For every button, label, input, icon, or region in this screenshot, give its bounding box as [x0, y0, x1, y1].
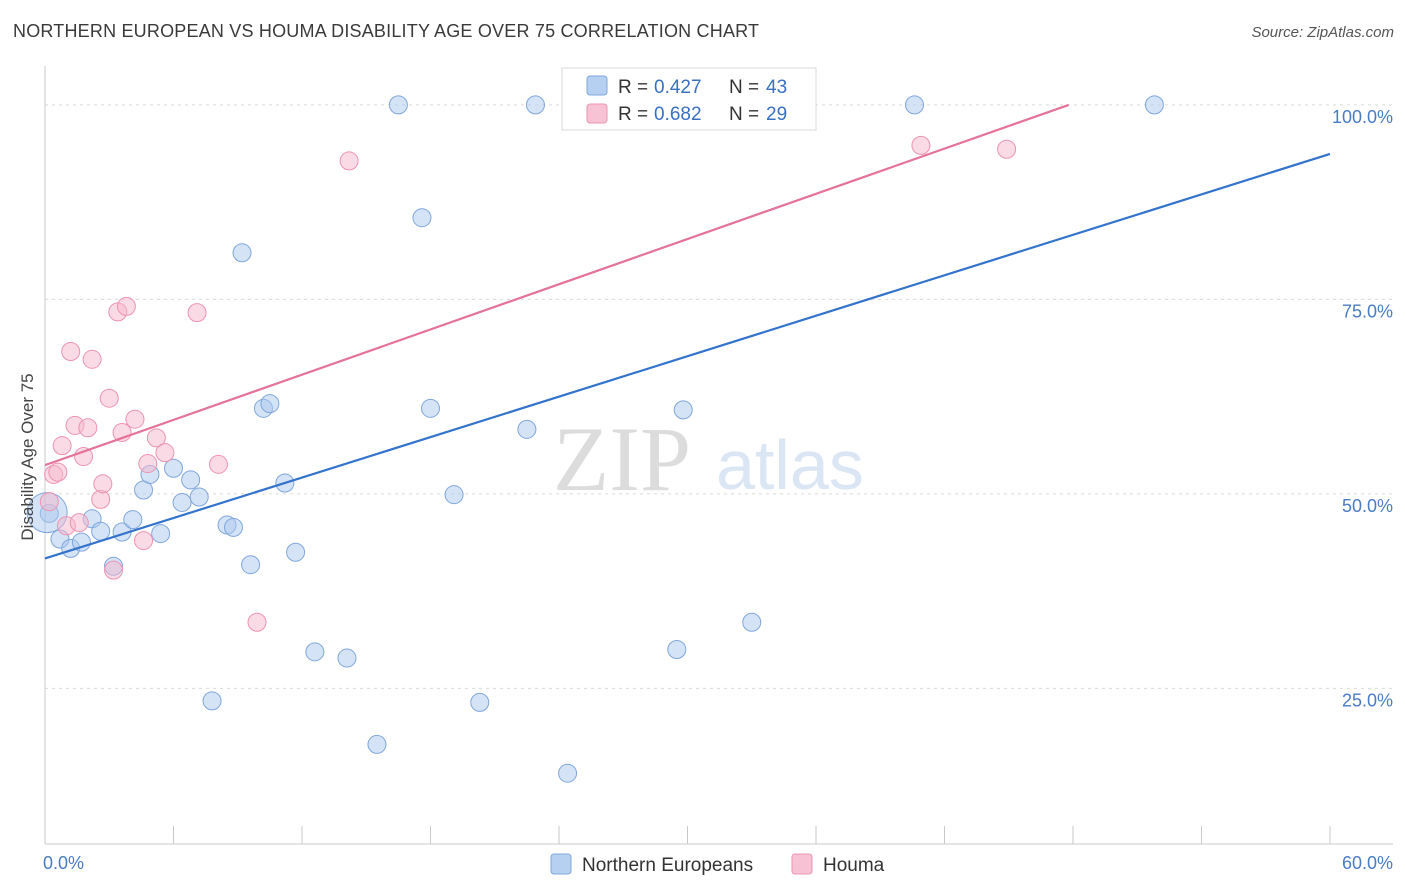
- houma-point-26: [339, 151, 359, 171]
- watermark-zip: ZIP: [553, 408, 691, 510]
- northern-point-16: [202, 691, 222, 711]
- northern-point-18: [223, 517, 243, 537]
- trend-lines: [44, 103, 1331, 560]
- northern-point-12: [164, 458, 183, 478]
- houma-point-2: [48, 462, 68, 482]
- series-legend-label-northern: Northern Europeans: [582, 855, 753, 876]
- houma-point-14: [104, 560, 124, 580]
- northern-point-11: [151, 524, 171, 544]
- legend-swatch-northern: [586, 75, 608, 96]
- northern-point-5: [91, 521, 111, 541]
- northern-point-13: [172, 492, 192, 512]
- legend-n-label-houma: N =: [729, 104, 759, 125]
- northern-point-27: [367, 734, 387, 754]
- houma-point-12: [93, 474, 113, 494]
- grid-lines: [45, 104, 1393, 689]
- northern-point-33: [517, 419, 537, 439]
- northern-point-26: [337, 648, 357, 668]
- houma-point-3: [52, 436, 72, 456]
- houma-point-11: [91, 489, 111, 509]
- northern-point-8: [123, 510, 143, 530]
- northern-point-40: [905, 95, 925, 115]
- northern-point-34: [525, 95, 545, 115]
- northern-point-32: [470, 692, 490, 712]
- axes: [44, 66, 1393, 845]
- northern-point-31: [444, 485, 464, 505]
- northern-point-37: [667, 640, 687, 659]
- houma-point-5: [61, 342, 81, 362]
- x-tick-label-min: 0.0%: [43, 853, 84, 873]
- series-legend-swatch-northern: [550, 853, 572, 875]
- series-legend: Northern Europeans Houma: [550, 853, 885, 876]
- houma-trend-line: [44, 103, 1070, 467]
- chart-source: Source: ZipAtlas.com: [1251, 24, 1394, 41]
- legend-swatch-houma: [586, 103, 608, 124]
- houma-point-20: [138, 454, 158, 474]
- correlation-legend: R = 0.427 N = 43 R = 0.682 N = 29: [561, 67, 817, 131]
- houma-point-25: [247, 612, 267, 632]
- houma-point-22: [155, 443, 175, 463]
- northern-point-20: [241, 555, 261, 575]
- northern-point-39: [742, 612, 762, 632]
- northern-point-29: [412, 208, 432, 228]
- y-tick-label-0: 25.0%: [1342, 690, 1393, 710]
- houma-point-0: [39, 492, 59, 512]
- houma-point-18: [125, 409, 145, 429]
- y-axis-title: Disability Age Over 75: [18, 373, 37, 540]
- northern-point-28: [388, 95, 408, 115]
- series-legend-swatch-houma: [791, 853, 813, 875]
- northern-point-38: [673, 400, 693, 420]
- legend-n-value-northern: 43: [766, 77, 787, 98]
- watermark-atlas: atlas: [716, 426, 864, 504]
- y-tick-label-3: 100.0%: [1332, 107, 1393, 127]
- houma-point-9: [78, 418, 98, 438]
- series-legend-label-houma: Houma: [823, 855, 885, 876]
- watermark: ZIP atlas: [553, 408, 864, 510]
- northern-point-35: [558, 763, 578, 783]
- chart-title: NORTHERN EUROPEAN VS HOUMA DISABILITY AG…: [13, 21, 760, 41]
- legend-r-value-northern: 0.427: [654, 77, 702, 98]
- northern-point-24: [286, 542, 306, 562]
- houma-point-24: [208, 454, 228, 474]
- northern-point-22: [260, 394, 280, 414]
- northern-point-14: [181, 470, 201, 490]
- legend-r-value-houma: 0.682: [654, 104, 702, 125]
- houma-point-23: [187, 303, 207, 323]
- northern-trend-line: [44, 152, 1331, 560]
- houma-point-13: [99, 388, 119, 408]
- northern-point-41: [1144, 95, 1164, 115]
- houma-point-7: [69, 513, 89, 533]
- houma-point-19: [134, 531, 154, 551]
- houma-point-28: [997, 139, 1017, 159]
- northern-point-19: [232, 243, 252, 263]
- houma-point-21: [146, 428, 166, 448]
- y-tick-label-2: 75.0%: [1342, 301, 1393, 321]
- legend-r-label-houma: R =: [618, 104, 648, 125]
- legend-r-label-northern: R =: [618, 77, 648, 98]
- legend-n-label-northern: N =: [729, 77, 759, 98]
- houma-point-27: [911, 135, 931, 155]
- y-tick-labels: 25.0% 50.0% 75.0% 100.0%: [1332, 107, 1393, 711]
- x-tick-label-max: 60.0%: [1342, 853, 1393, 873]
- houma-point-10: [82, 349, 102, 369]
- legend-n-value-houma: 29: [766, 104, 787, 125]
- houma-point-17: [116, 296, 136, 316]
- y-tick-label-1: 50.0%: [1342, 496, 1393, 516]
- northern-point-25: [305, 642, 325, 662]
- northern-point-15: [189, 487, 209, 507]
- northern-point-30: [421, 398, 440, 418]
